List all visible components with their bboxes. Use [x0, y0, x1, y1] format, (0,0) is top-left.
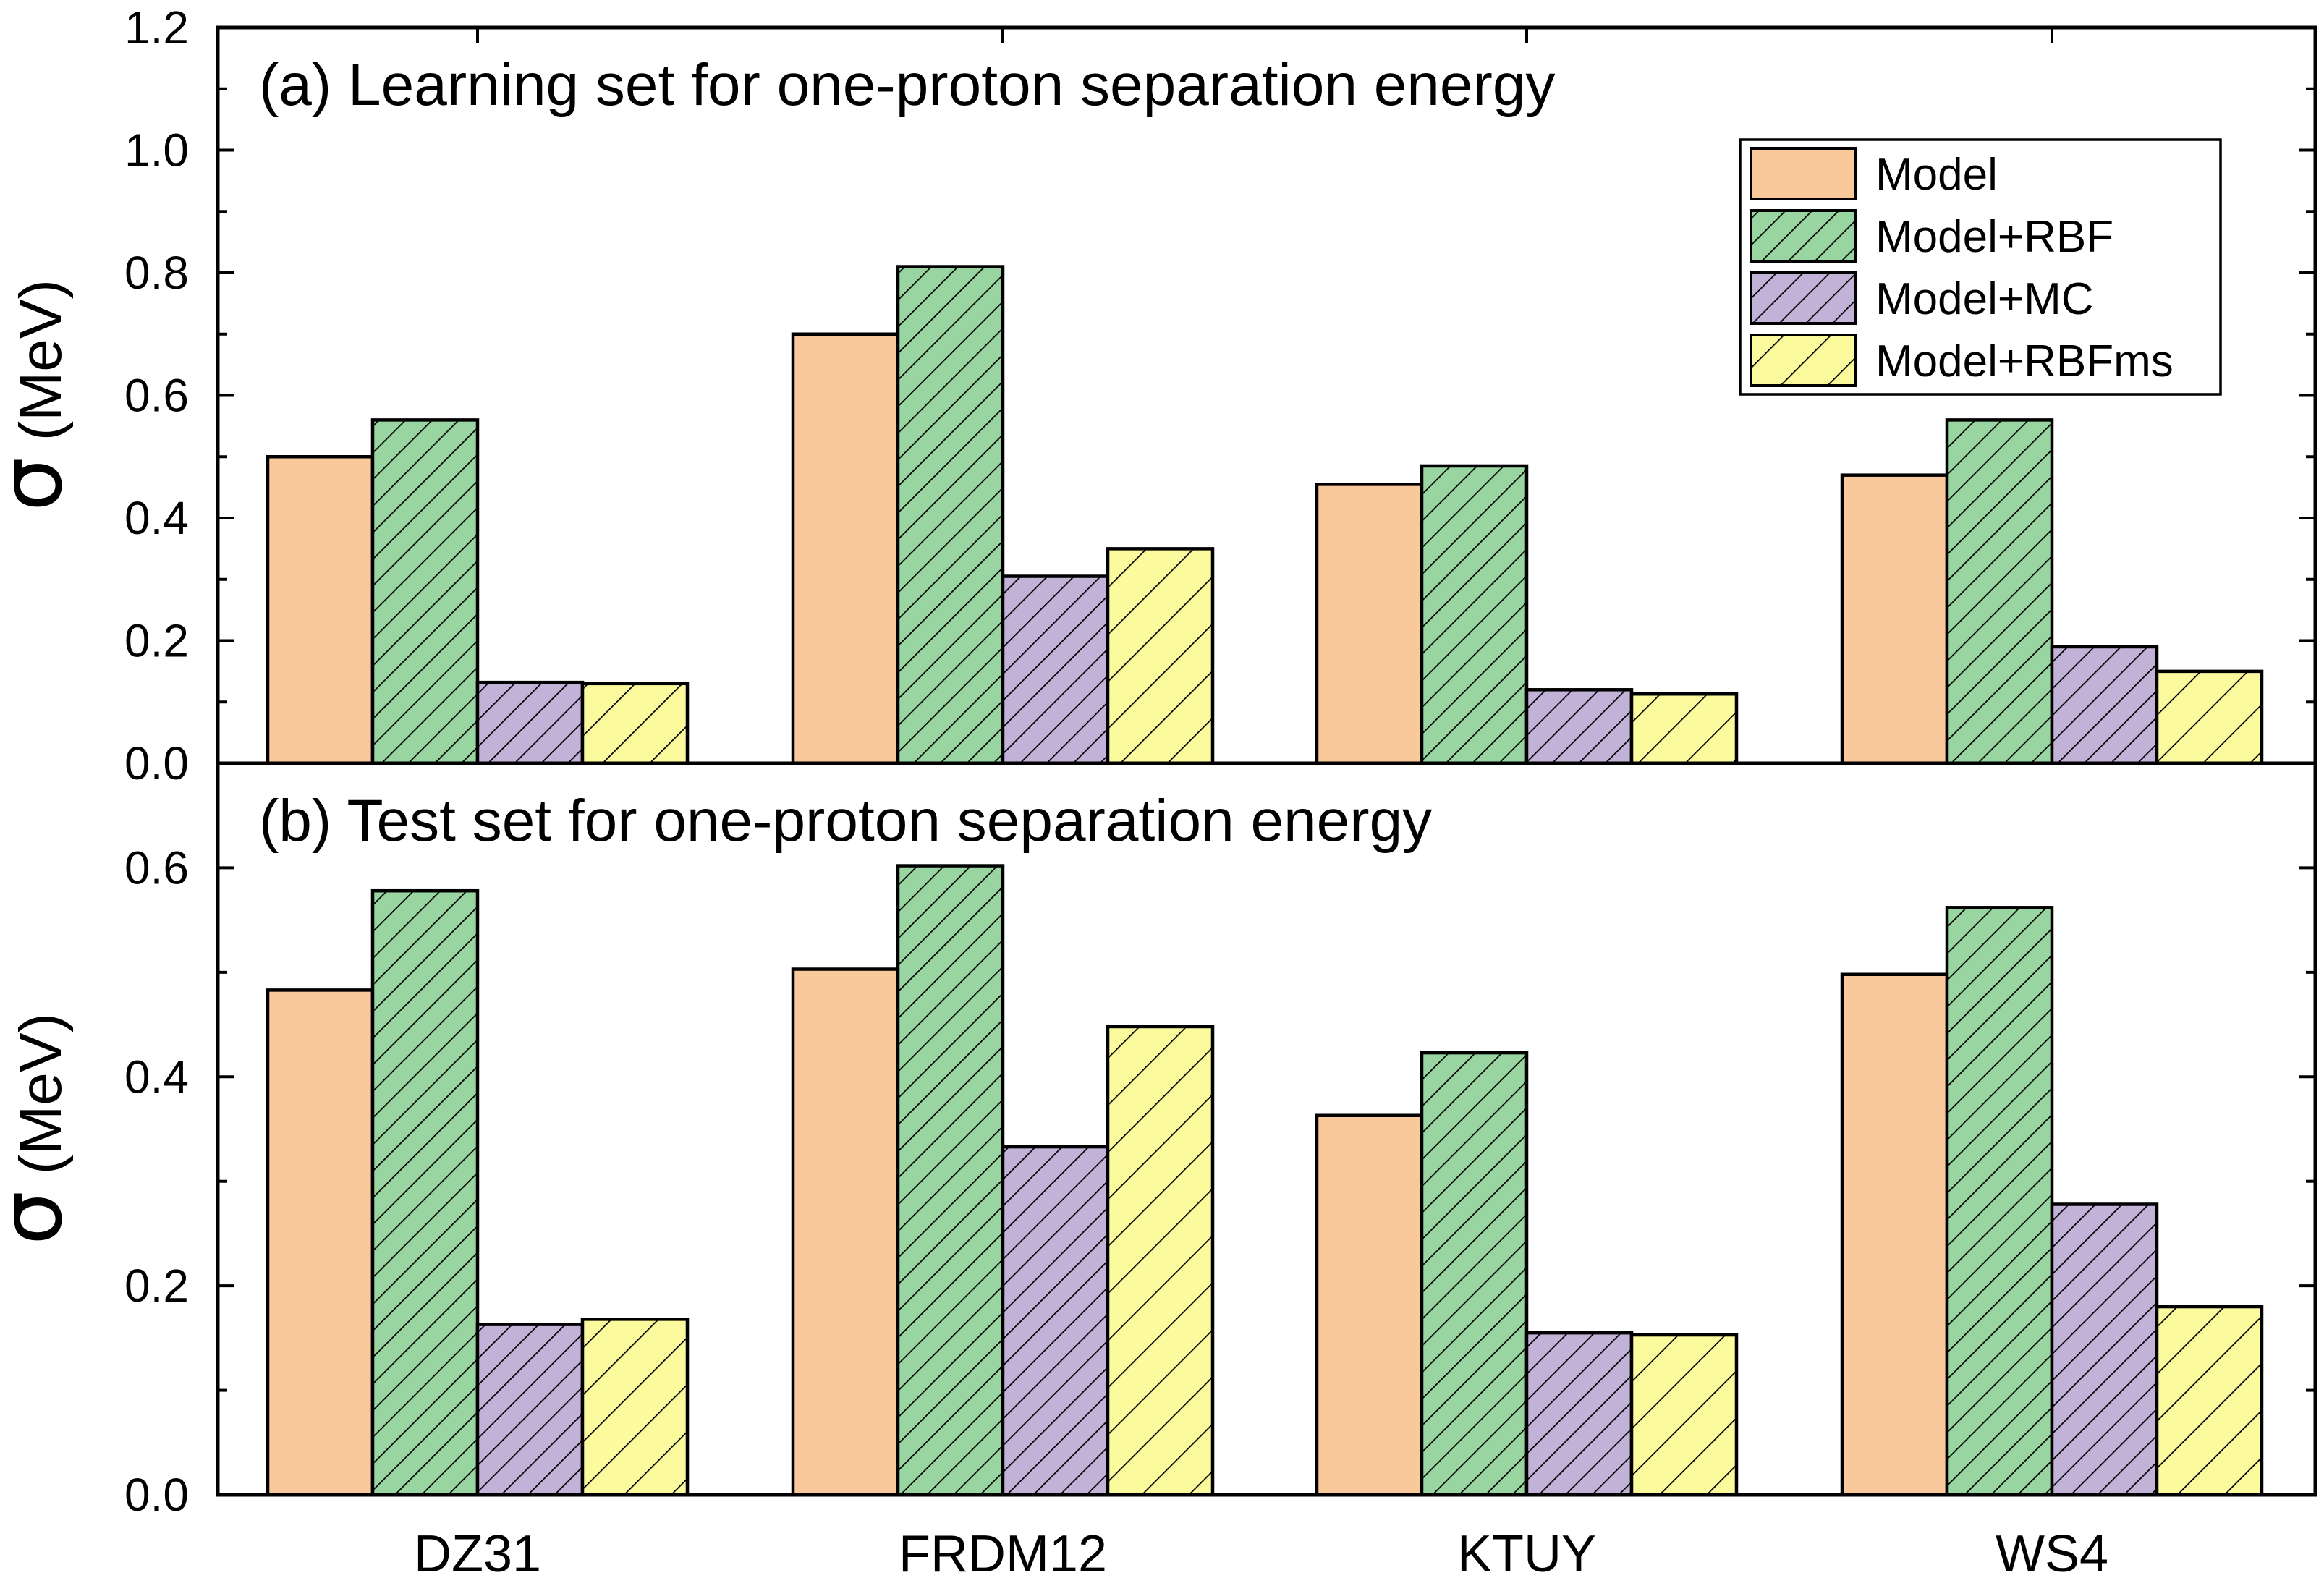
ytick-label-b-3: 0.6 [124, 841, 189, 894]
legend-label-model-rbf: Model+RBF [1875, 212, 2113, 262]
bar-b-model-mc-ktuy [1524, 1331, 1634, 1497]
bar-a-model-rbf-ktuy [1420, 464, 1529, 765]
bar-a-model-rbf-dz31 [370, 418, 480, 765]
panel-b: 0.0 0.2 0.4 0.6 (b) Test set for one-proton … [0, 762, 2315, 1521]
ytick-label-a-2: 0.4 [124, 492, 189, 544]
panel-title-b: (b) Test set for one-proton separation e… [259, 788, 1432, 854]
legend-swatch-model-mc [1750, 271, 1857, 325]
bar-a-model-rbfms-frdm12 [1106, 547, 1215, 765]
bar-b-model-rbf-ktuy [1420, 1051, 1529, 1497]
bar-a-model-mc-frdm12 [1001, 574, 1110, 765]
bar-a-model-dz31 [266, 455, 375, 765]
ytick-label-a-3: 0.6 [124, 370, 189, 422]
bar-b-model-rbfms-ws4 [2155, 1305, 2264, 1497]
legend-label-model-mc: Model+MC [1875, 274, 2094, 324]
bar-b-model-rbfms-dz31 [580, 1318, 690, 1497]
x-category-label-dz31: DZ31 [414, 1525, 541, 1578]
panel-a: 0.0 0.2 0.4 0.6 0.8 1.0 1.2 (a) Learning set fo… [0, 1, 2315, 789]
ytick-label-b-2: 0.4 [124, 1051, 189, 1103]
bar-b-model-rbfms-frdm12 [1106, 1025, 1215, 1497]
bar-a-model-ws4 [1840, 473, 1949, 765]
bar-b-model-rbf-ws4 [1945, 906, 2054, 1497]
ytick-label-a-1: 0.2 [124, 615, 189, 667]
y-axis-label-a: σ (MeV) [0, 279, 81, 512]
bar-a-model-rbf-ws4 [1945, 418, 2054, 765]
legend-swatch-model-rbf [1750, 209, 1857, 263]
ytick-label-a-0: 0.0 [124, 737, 189, 789]
bar-a-model-mc-ktuy [1524, 688, 1634, 765]
bar-a-model-rbfms-ws4 [2155, 669, 2264, 765]
bar-b-model-mc-frdm12 [1001, 1145, 1110, 1497]
bar-b-model-rbf-dz31 [370, 888, 480, 1497]
plot-frame [216, 25, 2317, 1497]
ytick-label-a-5: 1.0 [124, 124, 189, 177]
y-axis-label-unit-b: (MeV) [8, 1013, 74, 1191]
ytick-label-a-4: 0.8 [124, 247, 189, 299]
bar-b-model-ws4 [1840, 972, 1949, 1497]
bar-b-model-mc-ws4 [2050, 1202, 2159, 1497]
bar-b-model-mc-dz31 [475, 1323, 585, 1497]
y-axis-label-unit-a: (MeV) [8, 279, 74, 457]
panel-title-a: (a) Learning set for one-proton separati… [259, 52, 1555, 118]
y-axis-label-symbol-a: σ [0, 457, 81, 512]
y-axis-label-b: σ (MeV) [0, 1013, 81, 1245]
bar-a-model-mc-dz31 [475, 680, 585, 765]
bar-b-model-rbf-frdm12 [896, 864, 1005, 1497]
bar-a-model-rbf-frdm12 [896, 265, 1005, 765]
y-axis-label-symbol-b: σ [0, 1191, 81, 1245]
legend-swatch-model-rbfms [1750, 334, 1857, 387]
bar-a-model-rbfms-dz31 [580, 682, 690, 765]
bar-a-model-frdm12 [791, 332, 900, 765]
legend: Model Model+RBF Model+MC Model+RBFms [1739, 138, 2222, 396]
bar-b-model-ktuy [1315, 1113, 1424, 1497]
x-category-label-frdm12: FRDM12 [899, 1525, 1107, 1578]
bar-b-model-rbfms-ktuy [1629, 1333, 1739, 1497]
bar-b-model-dz31 [266, 988, 375, 1497]
ytick-label-a-6: 1.2 [124, 1, 189, 54]
bar-b-model-frdm12 [791, 967, 900, 1497]
x-category-label-ktuy: KTUY [1457, 1525, 1596, 1578]
ytick-label-b-0: 0.0 [124, 1469, 189, 1521]
bar-a-model-mc-ws4 [2050, 645, 2159, 765]
bar-a-model-rbfms-ktuy [1629, 692, 1739, 765]
bar-a-model-ktuy [1315, 483, 1424, 765]
legend-swatch-model [1750, 147, 1857, 200]
legend-label-model: Model [1875, 150, 1998, 200]
ytick-label-b-1: 0.2 [124, 1260, 189, 1312]
legend-label-model-rbfms: Model+RBFms [1875, 336, 2174, 386]
x-category-label-ws4: WS4 [1996, 1525, 2108, 1578]
